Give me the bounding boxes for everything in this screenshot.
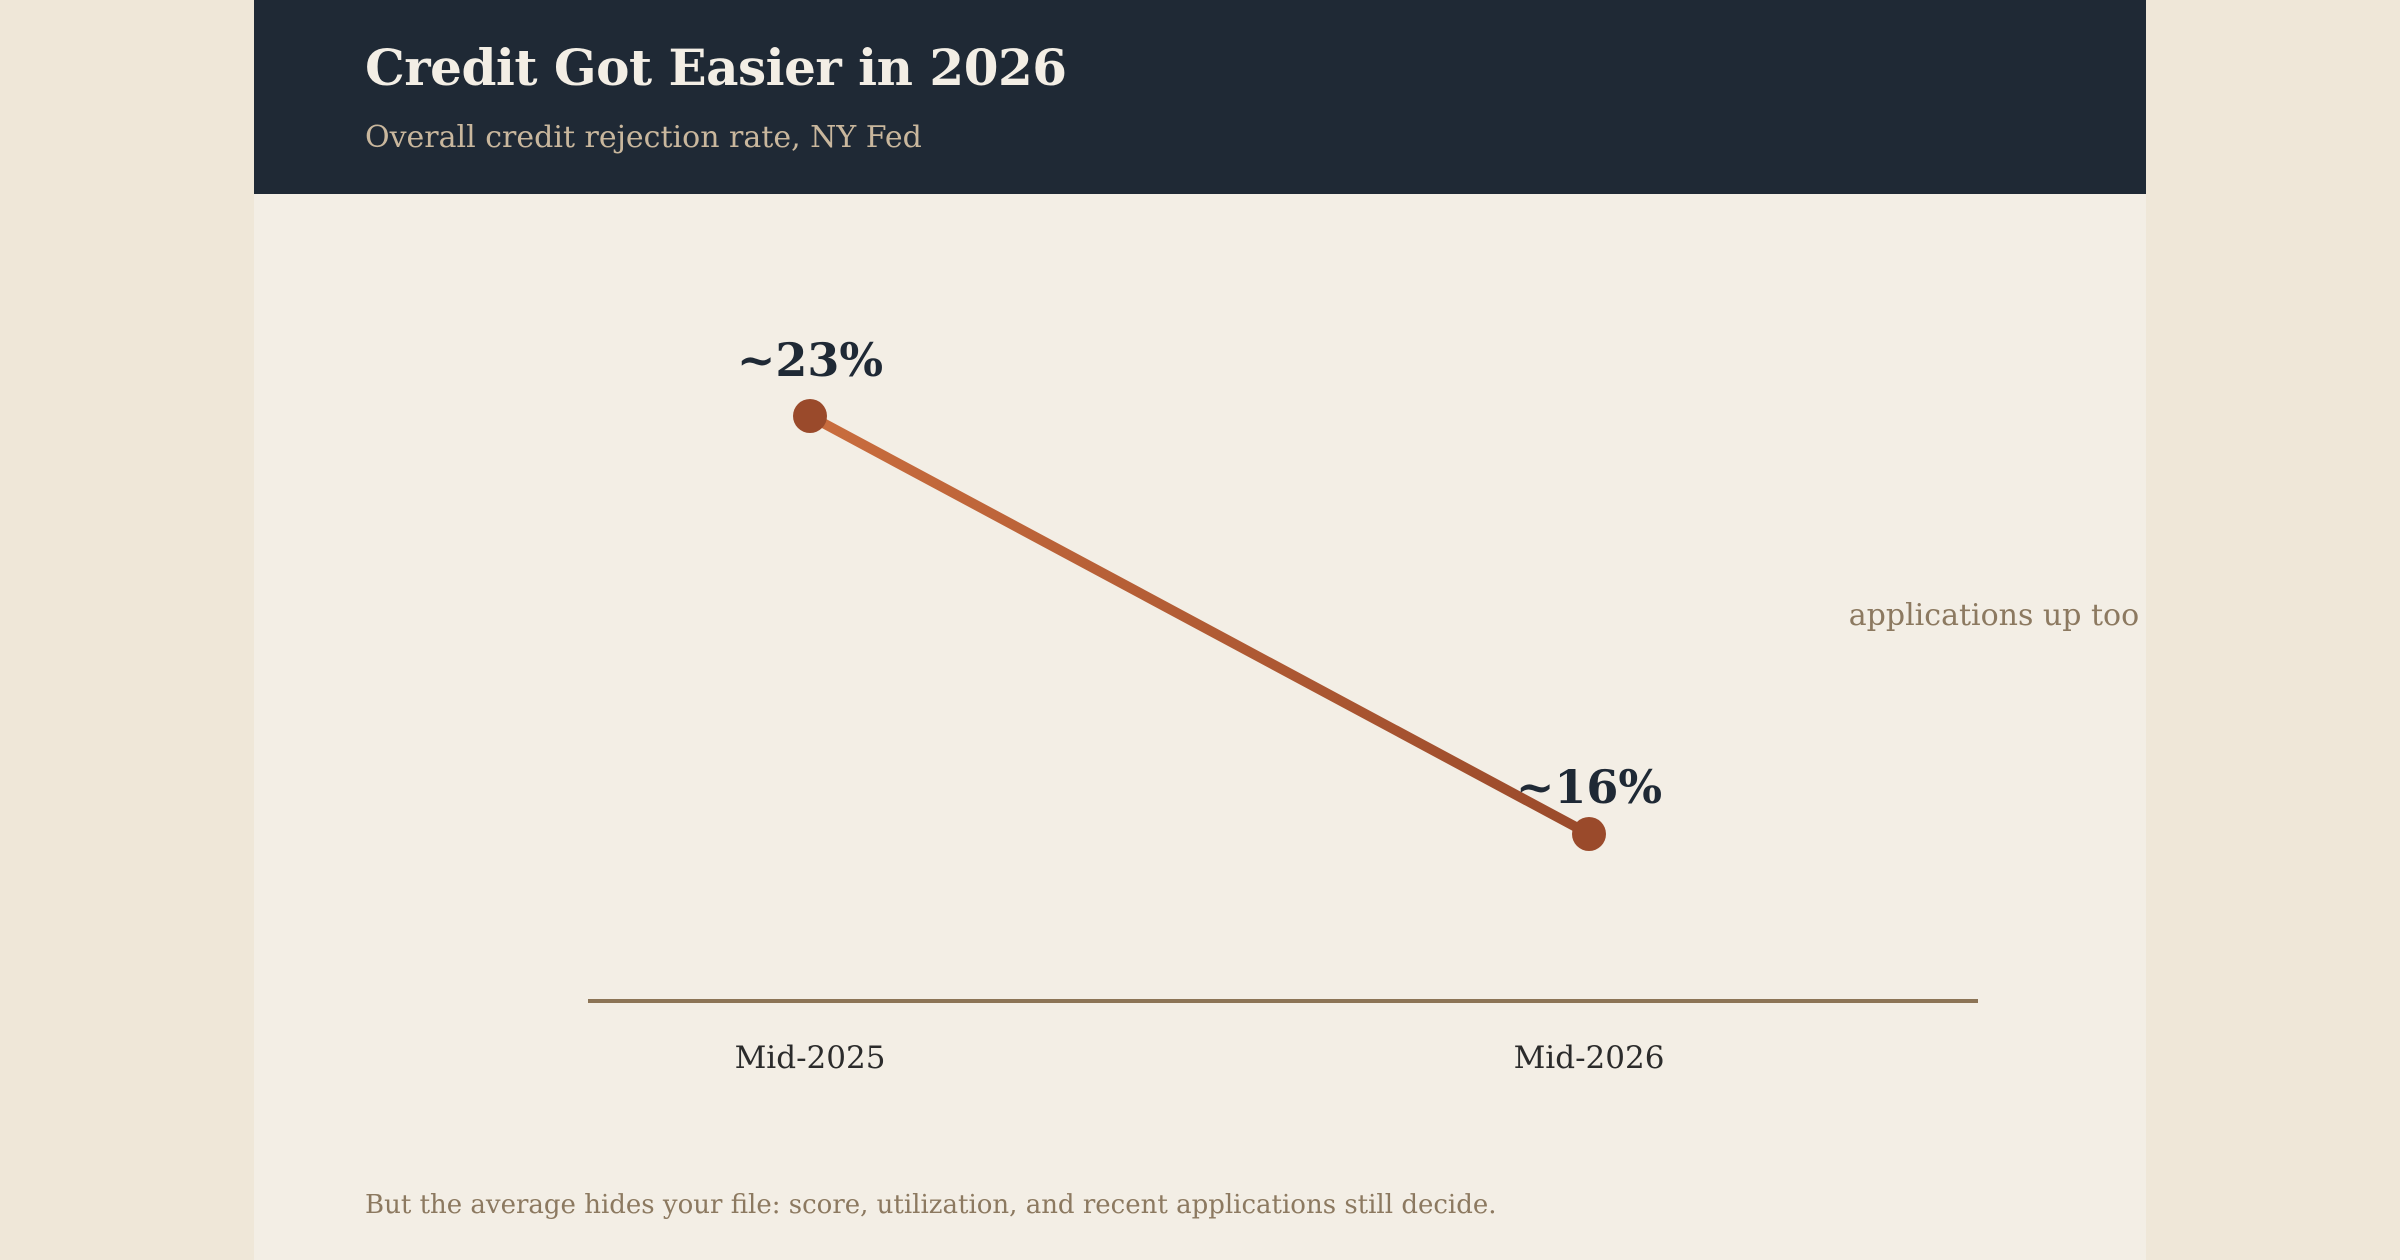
series-line	[805, 411, 1594, 839]
line-chart: Mid-2025 Mid-2026 ~23% ~16% applications up …	[588, 333, 2139, 1076]
x-tick-label: Mid-2025	[735, 1040, 886, 1076]
header-banner: Credit Got Easier in 2026 Overall credit…	[254, 0, 2146, 194]
chart-card: Credit Got Easier in 2026 Overall credit…	[254, 0, 2146, 1260]
x-tick-label: Mid-2026	[1514, 1040, 1665, 1076]
chart-annotation: applications up too	[1849, 598, 2139, 633]
data-label: ~23%	[737, 333, 883, 387]
chart-title: Credit Got Easier in 2026	[365, 38, 1067, 97]
chart-caption: But the average hides your file: score, …	[365, 1190, 1497, 1220]
chart-subtitle: Overall credit rejection rate, NY Fed	[365, 120, 922, 155]
data-point	[793, 399, 827, 433]
data-point	[1572, 817, 1606, 851]
data-label: ~16%	[1516, 760, 1662, 814]
